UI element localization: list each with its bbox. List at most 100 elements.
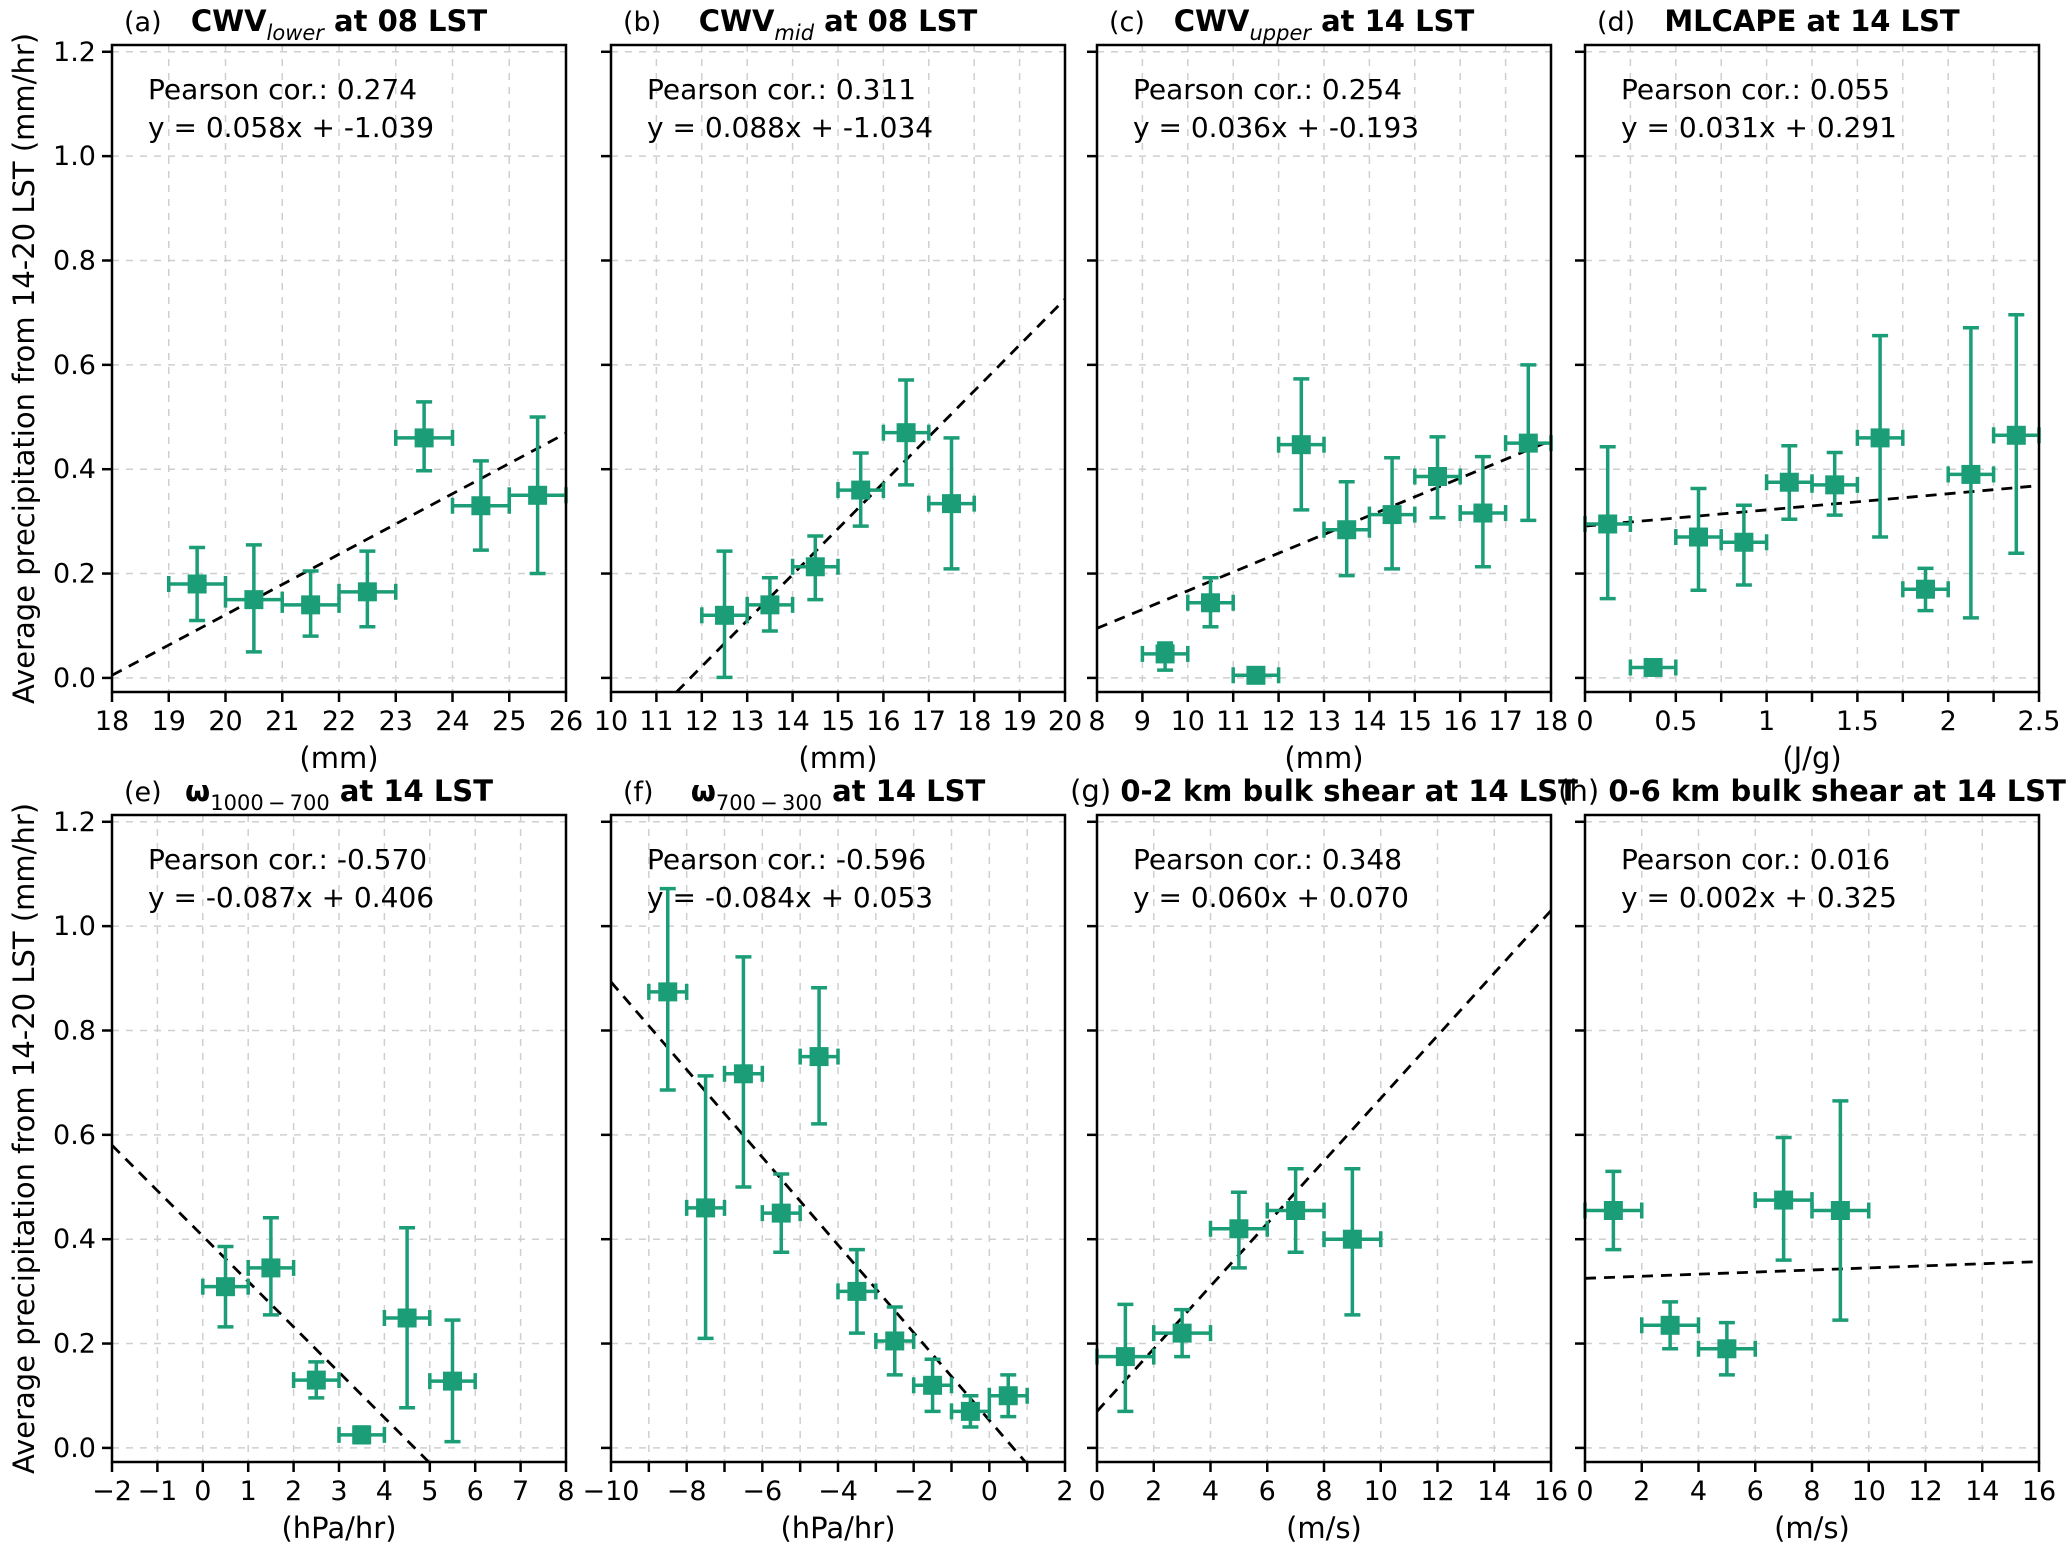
data-point <box>881 378 931 487</box>
square-marker <box>1172 1323 1192 1343</box>
data-point <box>1458 454 1508 569</box>
square-marker <box>1916 579 1935 599</box>
panel-letter: (b) <box>623 7 661 38</box>
square-marker <box>715 605 734 625</box>
data-point <box>949 1393 992 1429</box>
data-point <box>987 1373 1029 1419</box>
square-marker <box>805 557 825 577</box>
x-tick-label: 17 <box>1488 706 1522 737</box>
x-axis-label: (m/s) <box>1286 1511 1362 1545</box>
pearson-correlation-text: Pearson cor.: 0.311 <box>647 73 916 106</box>
square-marker <box>414 428 434 448</box>
panel-title: ω700 − 300 at 14 LST <box>691 774 986 815</box>
square-marker <box>471 496 491 516</box>
x-tick-label: 26 <box>549 706 583 737</box>
square-marker <box>1342 1229 1362 1249</box>
panel-g: 0 2 4 6 8 10 12 14 16 (m/s) (g) 0-2 km bulk shear … <box>1070 774 1578 1545</box>
x-tick-label: −1 <box>137 1476 177 1507</box>
square-marker <box>1115 1347 1135 1367</box>
square-marker <box>352 1425 372 1445</box>
x-tick-label: 23 <box>379 706 413 737</box>
square-marker <box>1830 1201 1850 1221</box>
data-point <box>1140 641 1190 672</box>
x-tick-label: 21 <box>265 706 299 737</box>
data-point <box>1855 333 1905 539</box>
y-tick-label: 0.4 <box>53 1224 96 1255</box>
square-marker <box>760 595 780 615</box>
x-tick-label: 18 <box>957 706 991 737</box>
panel-a: 18 19 20 21 22 23 24 25 26 0.0 0.2 0.4 0.6 0.8 1.0 1.2 (… <box>53 4 583 775</box>
square-marker <box>301 595 321 615</box>
x-tick-label: 13 <box>1307 706 1341 737</box>
y-axis-label-row2: Average precipitation from 14-20 LST (mm… <box>7 803 41 1474</box>
panel-title: CWVmid at 08 LST <box>699 4 978 45</box>
fit-equation-text: y = 0.088x + -1.034 <box>647 111 933 144</box>
square-marker <box>771 1203 791 1223</box>
y-tick-label: 0.0 <box>53 663 96 694</box>
square-marker <box>1961 464 1981 484</box>
data-point <box>337 1425 387 1445</box>
x-tick-label: 12 <box>1420 1476 1454 1507</box>
data-point <box>836 1247 878 1335</box>
square-marker <box>1382 505 1402 525</box>
x-tick-label: 12 <box>1908 1476 1942 1507</box>
data-point <box>927 436 976 571</box>
data-point <box>382 1225 432 1410</box>
square-marker <box>885 1331 905 1351</box>
x-tick-label: 0 <box>1088 1476 1105 1507</box>
x-tick-label: 4 <box>376 1476 393 1507</box>
panel-letter: (e) <box>124 777 162 808</box>
x-tick-label: 16 <box>866 706 900 737</box>
x-tick-label: 19 <box>152 706 186 737</box>
square-marker <box>696 1198 716 1218</box>
square-marker <box>1291 435 1311 455</box>
pearson-correlation-text: Pearson cor.: 0.055 <box>1621 73 1890 106</box>
x-tick-label: 8 <box>1315 1476 1332 1507</box>
x-tick-label: 14 <box>1352 706 1386 737</box>
panel-title: MLCAPE at 14 LST <box>1664 4 1960 38</box>
trend-line <box>609 981 1027 1463</box>
x-tick-label: 5 <box>421 1476 438 1507</box>
x-tick-label: 25 <box>492 706 526 737</box>
pearson-correlation-text: Pearson cor.: -0.570 <box>148 843 427 876</box>
fit-equation-text: y = 0.060x + 0.070 <box>1133 881 1409 914</box>
x-axis-label: (mm) <box>299 741 378 775</box>
data-point <box>1265 1167 1326 1254</box>
data-point <box>1946 326 1996 620</box>
data-point <box>1583 1169 1644 1252</box>
y-axis-label-row1: Average precipitation from 14-20 LST (mm… <box>7 33 41 704</box>
square-marker <box>1201 593 1220 613</box>
data-point <box>1901 566 1950 613</box>
data-point <box>760 1172 802 1254</box>
x-tick-label: 6 <box>1747 1476 1764 1507</box>
x-tick-label: 0 <box>194 1476 211 1507</box>
data-point <box>1413 435 1462 520</box>
data-point <box>507 415 568 576</box>
x-tick-label: 18 <box>95 706 129 737</box>
x-tick-label: 2 <box>1145 1476 1162 1507</box>
trend-line <box>675 298 1066 693</box>
x-axis-label: (hPa/hr) <box>281 1511 396 1545</box>
x-tick-label: 2 <box>1056 1476 1073 1507</box>
square-marker <box>1643 657 1663 677</box>
x-tick-label: 12 <box>1261 706 1295 737</box>
x-tick-label: 11 <box>639 706 673 737</box>
panel-e: −2 −1 0 1 2 3 4 5 6 7 8 0.0 0.2 0.4 0.6 0.8 1.0 1.2 (hPa/h… <box>53 774 575 1545</box>
y-tick-label: 0.6 <box>53 350 96 381</box>
x-axis-label: (J/g) <box>1782 741 1841 775</box>
square-marker <box>1660 1315 1680 1335</box>
data-point <box>1095 1302 1156 1414</box>
x-tick-label: 10 <box>594 706 628 737</box>
panel-title: (g) 0-2 km bulk shear at 14 LST <box>1070 774 1578 808</box>
x-tick-label: 1 <box>1758 706 1775 737</box>
x-tick-label: 10 <box>1852 1476 1886 1507</box>
x-tick-label: −8 <box>667 1476 707 1507</box>
x-tick-label: 8 <box>1803 1476 1820 1507</box>
x-tick-label: 13 <box>730 706 764 737</box>
data-point <box>280 569 341 638</box>
data-point <box>291 1360 341 1400</box>
x-tick-label: 3 <box>330 1476 347 1507</box>
data-point <box>1628 657 1678 677</box>
